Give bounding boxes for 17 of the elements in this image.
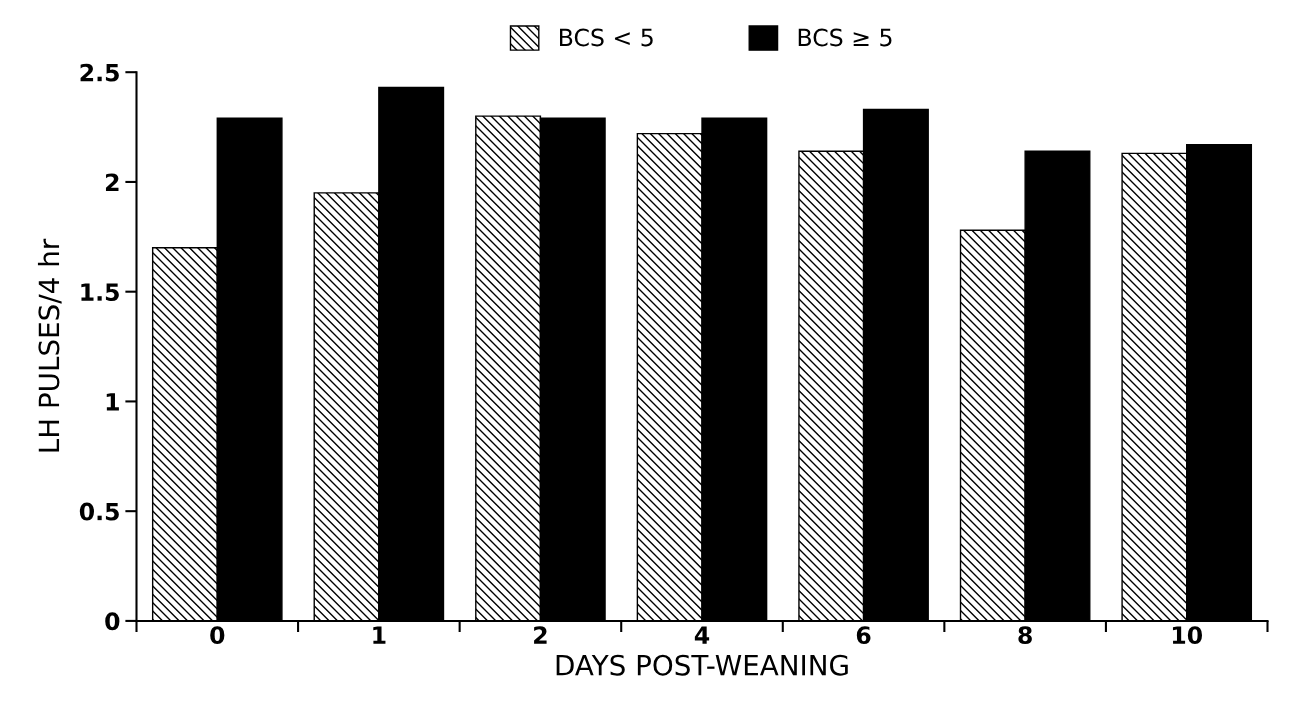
x-tick-label: 0	[210, 626, 225, 645]
y-tick-label: 2.5	[80, 63, 119, 82]
y-tick-label: 1.5	[81, 283, 119, 301]
x-tick-label: 2	[534, 626, 547, 644]
legend-label: BCS < 5	[560, 28, 653, 47]
y-axis-title: LH PULSES/4 hr	[37, 238, 62, 452]
y-tick-label: 0	[105, 612, 120, 631]
y-tick-label: 1	[106, 393, 119, 411]
y-tick-label: 0.5	[79, 502, 119, 521]
x-tick-label: 4	[694, 626, 710, 644]
legend-label: BCS ≥ 5	[798, 28, 892, 47]
x-tick-label: 8	[1018, 626, 1032, 645]
x-tick-label: 1	[373, 626, 386, 644]
y-tick-label: 2	[105, 173, 119, 191]
x-axis-title: DAYS POST-WEANING	[556, 654, 848, 676]
x-tick-label: 6	[856, 626, 871, 645]
x-tick-label: 10	[1172, 626, 1203, 645]
